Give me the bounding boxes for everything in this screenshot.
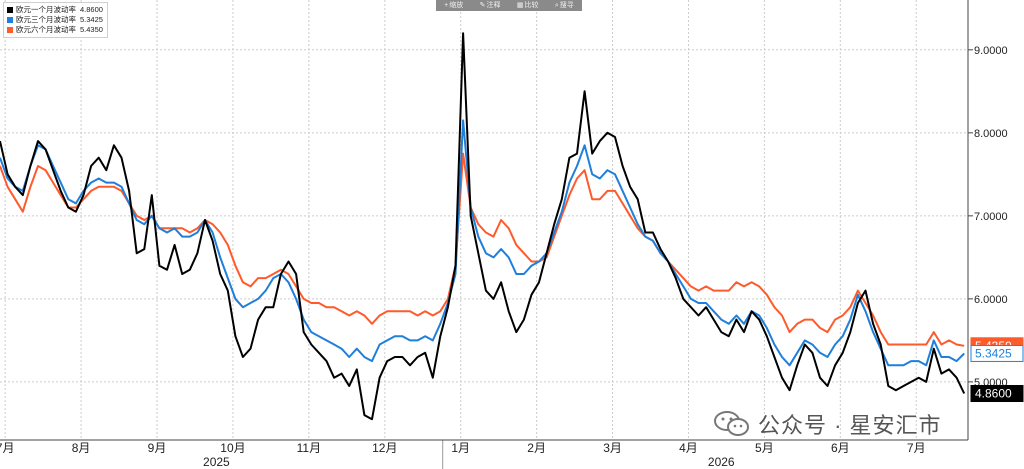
series-line-1m	[0, 32, 966, 421]
legend-value: 5.4350	[80, 25, 103, 34]
wechat-icon	[714, 411, 749, 436]
search-label: 搜寻	[559, 2, 574, 9]
x-tick-label: 9月	[148, 441, 167, 455]
x-tick-label: 1月	[451, 441, 470, 455]
x-tick-label: 2月	[527, 441, 546, 455]
x-tick-label: 11月	[297, 441, 321, 455]
y-tick-label: 9.0000	[974, 45, 1008, 57]
pencil-icon: ✎	[479, 2, 486, 9]
year-label: 2026	[708, 455, 735, 469]
x-tick-label: 12月	[372, 441, 397, 455]
search-tool[interactable]: ⌕ 搜寻	[555, 0, 574, 11]
series-line-3m	[0, 119, 965, 367]
legend: 欧元一个月波动率 4.8600 欧元三个月波动率 5.3425 欧元六个月波动率…	[3, 2, 108, 38]
y-tick-label: 7.0000	[974, 211, 1008, 223]
end-label-bg	[970, 385, 1024, 403]
legend-swatch	[7, 27, 13, 33]
compare-label: 比较	[524, 2, 539, 9]
legend-value: 5.3425	[80, 15, 103, 24]
end-label-bg	[970, 344, 1024, 362]
x-tick-label: 8月	[72, 441, 91, 455]
y-tick-label: 8.0000	[974, 128, 1008, 140]
x-axis-ticks: 7月 8月 9月 10月 11月 12月 1月 2月 3月 4月 5月 6月 7月 2025 2026	[0, 441, 926, 469]
search-icon: ⌕	[554, 2, 559, 9]
legend-swatch	[7, 17, 13, 23]
plus-icon: +	[444, 2, 449, 9]
chart-toolbar: + 缩放 ✎ 注释 ▦ 比较 ⌕ 搜寻	[436, 0, 582, 11]
zoom-tool[interactable]: + 缩放	[444, 0, 463, 11]
legend-item-3m: 欧元三个月波动率 5.3425	[7, 15, 103, 25]
x-tick-label: 3月	[603, 441, 622, 455]
legend-label: 欧元三个月波动率	[16, 15, 76, 24]
legend-swatch	[7, 7, 13, 13]
x-tick-label: 7月	[907, 441, 926, 455]
year-dividers	[442, 440, 444, 469]
x-tick-label: 6月	[831, 441, 850, 455]
x-tick-label: 10月	[220, 441, 245, 455]
grid-lines	[0, 0, 968, 440]
series-lines	[0, 32, 966, 421]
watermark-text: 公众号 · 星安汇市	[758, 413, 942, 438]
zoom-label: 缩放	[449, 2, 464, 9]
x-tick-label: 5月	[755, 441, 774, 455]
grid-icon: ▦	[516, 2, 524, 9]
legend-label: 欧元一个月波动率	[16, 5, 76, 14]
y-tick-label: 6.0000	[974, 294, 1008, 306]
annotate-tool[interactable]: ✎ 注释	[480, 0, 501, 11]
legend-item-6m: 欧元六个月波动率 5.4350	[7, 25, 103, 35]
x-tick-label: 4月	[679, 441, 698, 455]
x-tick-label: 7月	[0, 441, 15, 455]
compare-tool[interactable]: ▦ 比较	[517, 0, 539, 11]
legend-value: 4.8600	[80, 5, 103, 14]
end-label-value: 5.3425	[975, 346, 1012, 360]
end-label-value: 4.8600	[975, 387, 1012, 401]
watermark: 公众号 · 星安汇市	[712, 408, 942, 440]
year-label: 2025	[203, 455, 230, 469]
legend-item-1m: 欧元一个月波动率 4.8600	[7, 5, 103, 15]
legend-label: 欧元六个月波动率	[16, 25, 76, 34]
annotate-label: 注释	[486, 2, 501, 9]
